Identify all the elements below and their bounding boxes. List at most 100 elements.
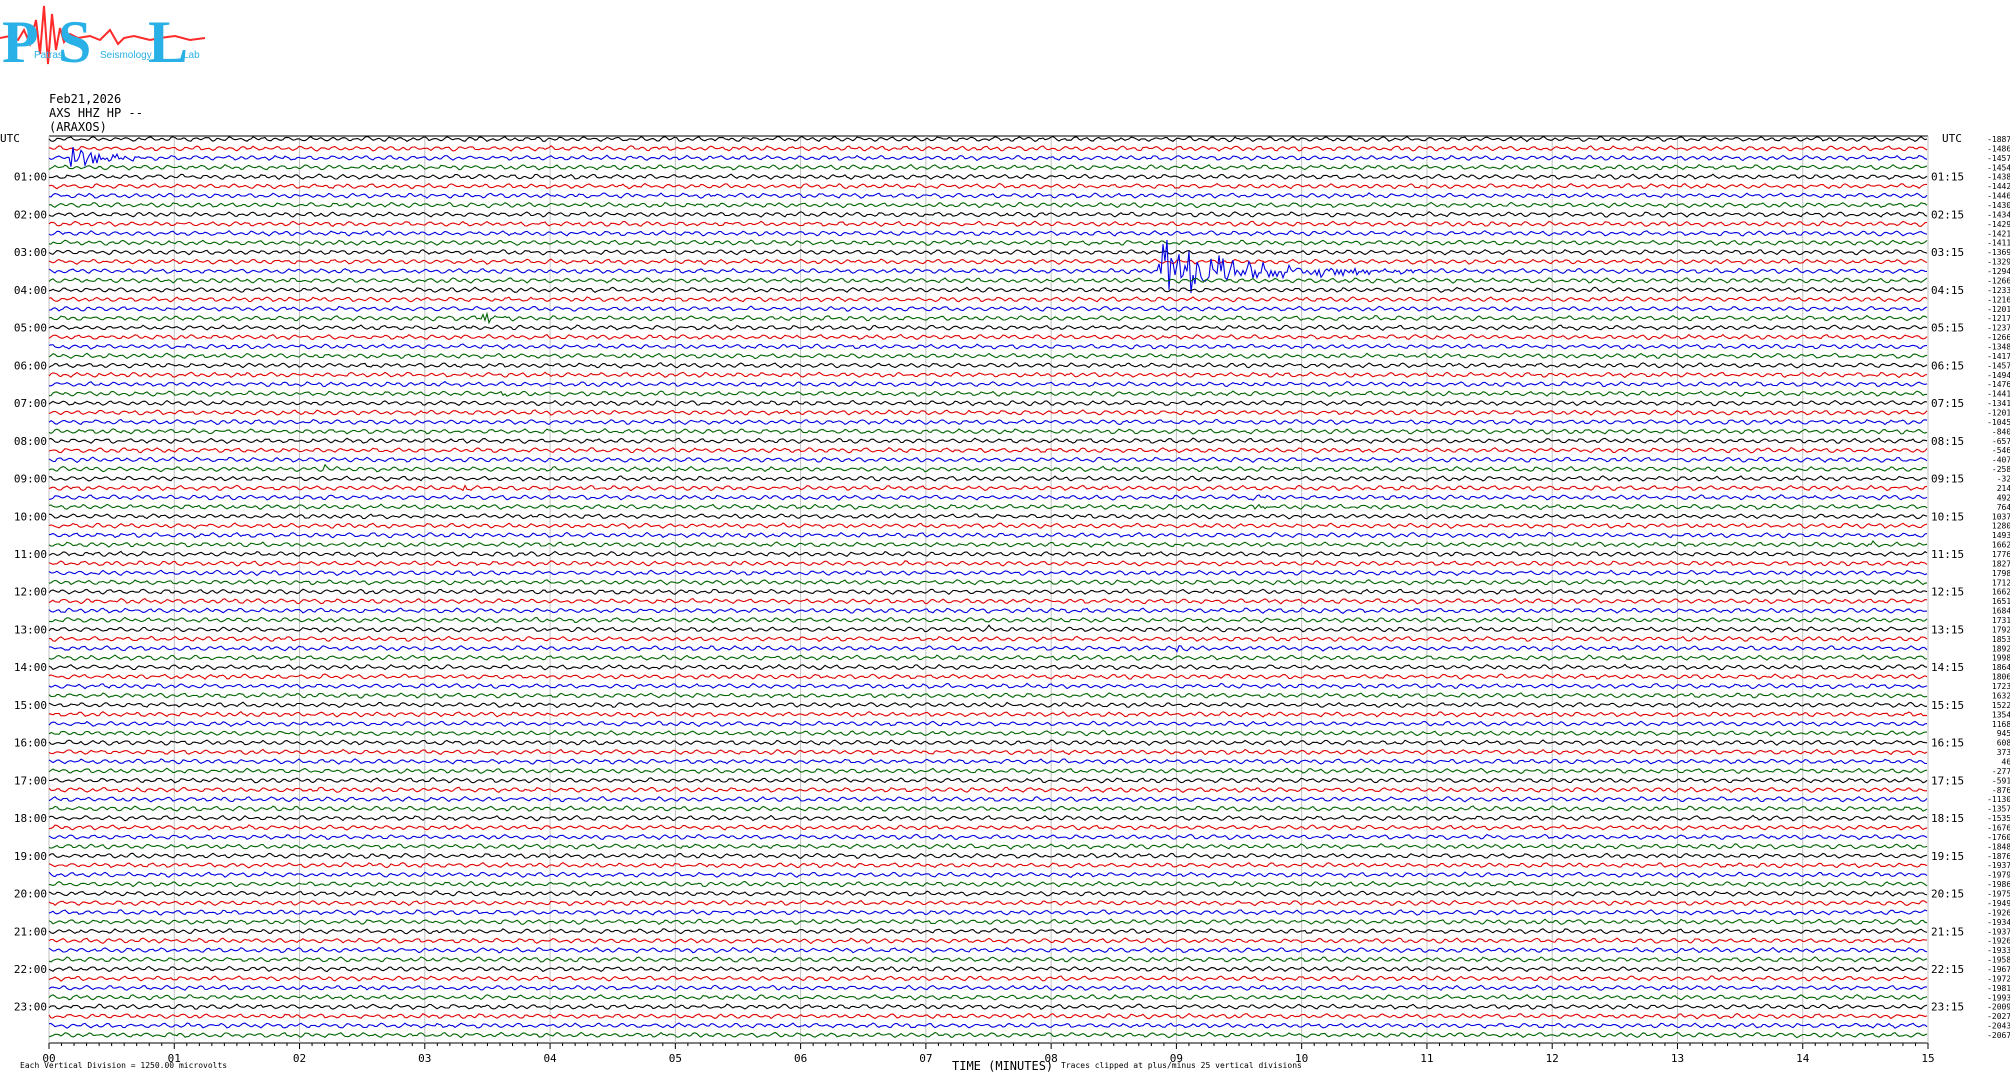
logo-waveform [0,5,206,65]
trace-offset-label: -19815 [1987,984,2010,993]
x-axis-label: TIME (MINUTES) [952,1059,1054,1073]
seismic-trace [48,540,1928,548]
right-hour-label: 23:15 [1931,1001,1964,1014]
right-hour-label: 03:15 [1931,246,1964,259]
seismic-trace [48,720,1928,728]
seismic-trace [48,739,1928,747]
trace-offset-label: -8407 [1992,427,2010,436]
trace-offset-label: 2143 [1997,484,2010,493]
seismic-trace [48,173,1928,181]
right-hour-label: 21:15 [1931,925,1964,938]
x-tick-label: 13 [1671,1052,1684,1065]
seismic-trace [48,692,1928,699]
trace-offset-label: -19496 [1987,899,2010,908]
right-hour-label: 05:15 [1931,322,1964,335]
right-hour-label: 07:15 [1931,397,1964,410]
right-hour-label: 22:15 [1931,963,1964,976]
trace-offset-label: -16762 [1987,824,2010,833]
seismic-trace [48,777,1928,784]
trace-offset-label: 19988 [1992,654,2010,663]
seismic-trace [48,560,1928,567]
trace-offset-label: 9453 [1997,729,2010,738]
logo-letter-p: P [2,9,39,70]
seismic-trace [48,607,1928,614]
x-tick-label: 15 [1921,1052,1934,1065]
seismic-trace [48,352,1928,360]
trace-offset-label: -12175 [1987,314,2010,323]
x-tick-label: 10 [1295,1052,1308,1065]
x-tick-label: 00 [42,1052,55,1065]
left-hour-label: 12:00 [14,586,47,599]
trace-offset-label: -12946 [1987,267,2010,276]
trace-offset-label: -18482 [1987,842,2010,851]
seismic-trace [48,220,1928,228]
trace-offset-label: -13696 [1987,248,2010,257]
right-hour-label: 13:15 [1931,623,1964,636]
trace-offset-label: -14947 [1987,371,2010,380]
right-hour-label: 19:15 [1931,850,1964,863]
seismic-trace [48,427,1928,435]
trace-offset-label: -14762 [1987,380,2010,389]
x-tick-label: 05 [669,1052,682,1065]
seismic-trace [48,578,1928,586]
x-tick-label: 06 [794,1052,807,1065]
trace-offset-label: -13414 [1987,399,2010,408]
right-hour-label: 18:15 [1931,812,1964,825]
psl-logo: P S L Patras Seismology Lab [0,0,210,75]
left-hour-label: 07:00 [14,397,47,410]
trace-offset-label: -14179 [1987,352,2010,361]
x-tick-label: 09 [1170,1052,1183,1065]
left-hour-label: 17:00 [14,774,47,787]
trace-offset-label: -14344 [1987,210,2010,219]
right-hour-label: 14:15 [1931,661,1964,674]
header-date: Feb21,2026 [49,92,122,106]
seismic-trace [48,522,1928,530]
trace-offset-label: 18062 [1992,673,2010,682]
trace-offset-label: -14570 [1987,361,2010,370]
left-hour-label: 15:00 [14,699,47,712]
seismic-trace [48,767,1928,775]
right-hour-label: 15:15 [1931,699,1964,712]
x-tick-label: 01 [168,1052,181,1065]
left-hour-label: 02:00 [14,208,47,221]
trace-offset-label: 6088 [1997,739,2010,748]
right-hour-label: 08:15 [1931,435,1964,448]
seismic-trace [48,899,1928,907]
seismic-trace [48,654,1928,661]
seismic-trace [48,475,1928,482]
trace-offset-label: 4923 [1997,493,2010,502]
x-tick-label: 04 [543,1052,557,1065]
seismic-trace [48,371,1928,379]
seismic-trace [48,569,1928,577]
trace-offset-label: 17238 [1992,682,2010,691]
seismic-trace [48,975,1928,982]
trace-offset-label: 18530 [1992,635,2010,644]
seismic-trace [48,786,1927,794]
trace-offset-label: -8765 [1992,786,2010,795]
seismic-trace [48,1003,1928,1011]
x-tick-label: 02 [293,1052,306,1065]
trace-offset-label: -14214 [1987,229,2010,238]
trace-offset-label: 17985 [1992,569,2010,578]
left-hour-label: 09:00 [14,473,47,486]
trace-offset-label: -11301 [1987,795,2010,804]
trace-offset-label: -5462 [1992,446,2010,455]
trace-offset-label: -19939 [1987,993,2010,1002]
seismic-trace [48,833,1928,841]
trace-offset-label: -2776 [1992,767,2010,776]
seismic-trace [48,956,1928,963]
trace-offset-label: -14576 [1987,154,2010,163]
seismic-trace [48,399,1928,407]
trace-offset-label: -19332 [1987,946,2010,955]
right-hour-label: 12:15 [1931,586,1964,599]
left-hour-label: 03:00 [14,246,47,259]
trace-offset-label: -12375 [1987,324,2010,333]
x-tick-label: 11 [1420,1052,1433,1065]
seismic-trace [48,624,1928,633]
seismic-trace [48,390,1927,397]
seismic-trace [48,229,1928,237]
trace-offset-label: -19373 [1987,927,2010,936]
seismic-trace [48,993,1928,1001]
trace-offset-label: 17123 [1992,578,2010,587]
right-hour-label: 17:15 [1931,774,1964,787]
